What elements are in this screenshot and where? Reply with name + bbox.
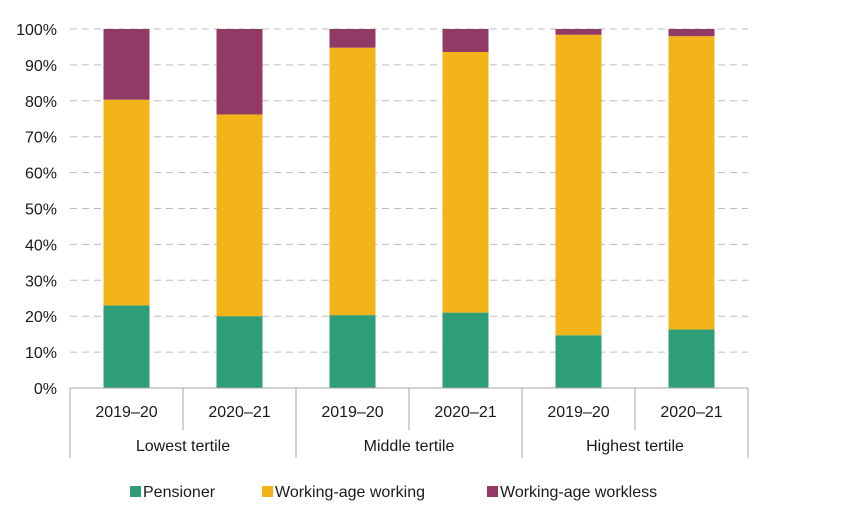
x-category-label: 2020–21 xyxy=(660,404,722,421)
bar-segment-working-age-working xyxy=(216,114,263,317)
legend-swatch xyxy=(487,486,498,497)
y-tick-label: 40% xyxy=(25,237,57,254)
bar-segment-pensioner xyxy=(555,335,602,388)
legend-label: Working-age working xyxy=(275,484,425,501)
x-group-label: Highest tertile xyxy=(586,438,684,455)
gridlines xyxy=(70,28,748,353)
y-tick-label: 80% xyxy=(25,94,57,111)
x-axis: 2019–20 2020–21 2019–20 2020–21 2019–20 2020–… xyxy=(69,387,749,458)
x-category-label: 2020–21 xyxy=(208,404,270,421)
legend-swatch xyxy=(130,486,141,497)
legend-item: Working-age workless xyxy=(487,484,657,501)
legend-item: Pensioner xyxy=(130,484,216,501)
legend-swatch xyxy=(262,486,273,497)
x-group-label: Middle tertile xyxy=(364,438,455,455)
bar-segment-working-age-working xyxy=(668,36,715,330)
bar-segment-working-age-workless xyxy=(668,29,715,37)
bar-segment-working-age-workless xyxy=(216,29,263,115)
y-tick-label: 20% xyxy=(25,309,57,326)
legend-item: Working-age working xyxy=(262,484,425,501)
legend-label: Pensioner xyxy=(143,484,216,501)
bar-segment-working-age-working xyxy=(103,99,150,306)
bar-segment-working-age-workless xyxy=(329,29,376,48)
y-tick-label: 100% xyxy=(16,22,57,39)
bar-segment-working-age-working xyxy=(555,34,602,336)
bar-segment-pensioner xyxy=(103,305,150,388)
legend-label: Working-age workless xyxy=(500,484,657,501)
y-axis-tick-labels: 0% 10% 20% 30% 40% 50% 60% 70% 80% 90% 100% xyxy=(16,22,57,398)
bar-segment-pensioner xyxy=(216,316,263,388)
x-category-label: 2019–20 xyxy=(547,404,609,421)
y-tick-label: 10% xyxy=(25,345,57,362)
bar-segment-working-age-workless xyxy=(442,29,489,52)
bar-segment-pensioner xyxy=(329,315,376,388)
bar-segment-working-age-workless xyxy=(555,29,602,35)
bar-segment-pensioner xyxy=(442,312,489,388)
y-tick-label: 60% xyxy=(25,166,57,183)
y-tick-label: 30% xyxy=(25,273,57,290)
bar-segment-pensioner xyxy=(668,329,715,388)
bar-segment-working-age-working xyxy=(442,51,489,313)
x-category-label: 2019–20 xyxy=(321,404,383,421)
legend: Pensioner Working-age working Working-age … xyxy=(130,484,657,501)
y-tick-label: 0% xyxy=(34,381,57,398)
x-category-label: 2019–20 xyxy=(95,404,157,421)
bar-segment-working-age-working xyxy=(329,47,376,316)
x-category-label: 2020–21 xyxy=(434,404,496,421)
bar-segment-working-age-workless xyxy=(103,29,150,100)
y-tick-label: 50% xyxy=(25,202,57,219)
bars xyxy=(103,29,715,388)
y-tick-label: 90% xyxy=(25,58,57,75)
y-tick-label: 70% xyxy=(25,130,57,147)
x-group-label: Lowest tertile xyxy=(136,438,230,455)
